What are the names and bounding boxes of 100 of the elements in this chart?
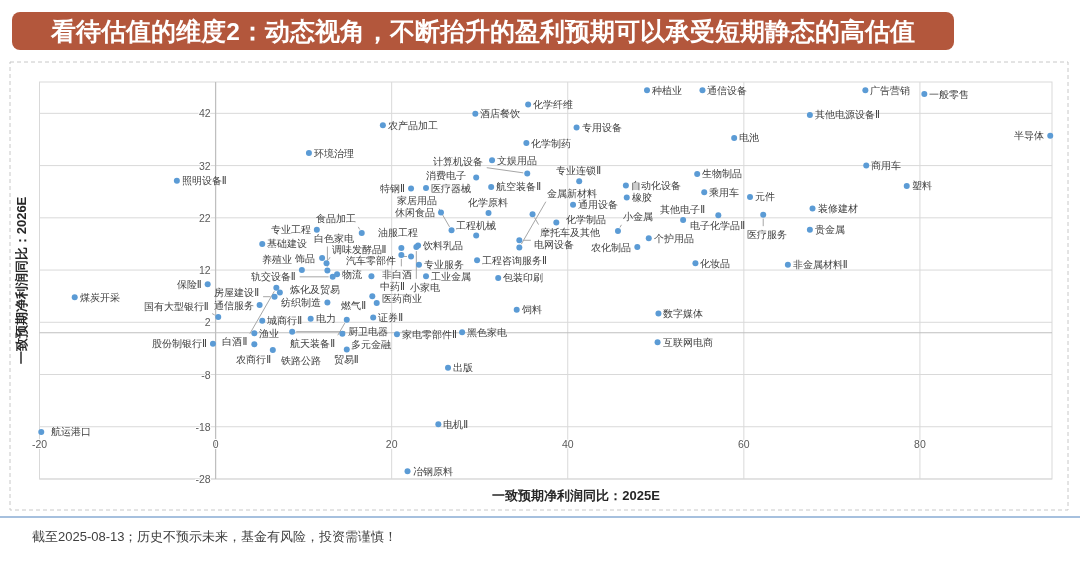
- point-label: 金属新材料: [547, 188, 598, 200]
- point-label: 商用车: [871, 160, 902, 172]
- point-label: 装修建材: [817, 202, 858, 214]
- point-label: 物流: [342, 268, 363, 280]
- point-label: 医疗服务: [746, 229, 787, 241]
- x-tick-label: 0: [212, 438, 219, 450]
- point-label: 一般零售: [929, 88, 970, 100]
- point-label: 消费电子: [425, 169, 466, 181]
- point-label: 通信服务: [213, 299, 254, 311]
- point-label: 饮料乳品: [423, 240, 464, 251]
- x-tick-label: 60: [738, 438, 750, 450]
- point-label: 股份制银行Ⅱ: [152, 338, 207, 350]
- point-label: 电力: [315, 313, 336, 325]
- point-label: 白酒Ⅱ: [222, 336, 248, 348]
- point-label: 出版: [453, 362, 473, 374]
- point-label: 白色家电: [314, 232, 355, 244]
- point-label: 城商行Ⅱ: [267, 315, 303, 327]
- point-label: 基础建设: [267, 238, 308, 250]
- title-text: 看待估值的维度2：动态视角，不断抬升的盈利预期可以承受短期静态的高估值: [51, 17, 915, 45]
- point-label: 航空装备Ⅱ: [496, 181, 542, 193]
- point-label: 生物制品: [702, 168, 743, 180]
- y-tick-label: -18: [195, 420, 211, 433]
- point-label: 化学原料: [468, 197, 508, 209]
- point-label: 通用设备: [578, 199, 619, 211]
- point-label: 工业金属: [431, 270, 471, 282]
- point-label: 电池: [739, 132, 760, 144]
- point-label: 饲料: [521, 304, 542, 316]
- y-tick-label: -8: [201, 368, 211, 381]
- point-label: 化学制药: [531, 137, 572, 149]
- y-tick-label: 32: [198, 159, 211, 172]
- point-label: 铁路公路: [281, 355, 322, 366]
- x-tick-label: -20: [31, 438, 48, 450]
- point-label: 油服工程: [378, 227, 419, 239]
- point-label: 化学制品: [565, 214, 606, 226]
- point-label: 照明设备Ⅱ: [181, 175, 227, 187]
- point-label: 休闲食品: [395, 207, 435, 219]
- y-tick-label: -28: [195, 473, 211, 485]
- point-label: 电子化学品Ⅱ: [690, 220, 746, 232]
- point-label: 乘用车: [709, 186, 740, 198]
- point-label: 饰品: [295, 252, 316, 264]
- point-label: 医疗器械: [431, 182, 471, 194]
- point-label: 煤炭开采: [79, 291, 120, 303]
- x-axis-title: 一致预期净利润同比：2025E: [492, 488, 660, 503]
- point-label: 厨卫电器: [348, 326, 389, 338]
- point-label: 渔业: [259, 327, 280, 339]
- point-label: 元件: [755, 191, 775, 203]
- point-label: 养殖业: [262, 254, 293, 266]
- point-label: 证券Ⅱ: [378, 312, 404, 324]
- point-label: 农产品加工: [387, 119, 438, 131]
- point-label: 燃气Ⅱ: [341, 300, 367, 312]
- point-label: 个护用品: [653, 232, 694, 244]
- point-label: 炼化及贸易: [289, 284, 340, 296]
- point-label: 医药商业: [381, 293, 422, 305]
- point-label: 食品加工: [315, 213, 356, 225]
- point-label: 包装印刷: [503, 272, 544, 284]
- point-label: 其他电源设备Ⅱ: [814, 109, 880, 121]
- point-label: 航天装备Ⅱ: [290, 337, 336, 349]
- point-label: 纺织制造: [281, 296, 322, 308]
- x-tick-label: 40: [561, 438, 574, 450]
- point-label: 贵金属: [814, 224, 845, 236]
- point-label: 国有大型银行Ⅱ: [143, 301, 209, 313]
- point-label: 文娱用品: [497, 154, 538, 166]
- point-label: 专用设备: [581, 121, 622, 133]
- point-label: 数字媒体: [663, 307, 704, 319]
- point-label: 其他电子Ⅱ: [660, 203, 706, 215]
- point-label: 通信设备: [707, 84, 748, 96]
- point-label: 环境治理: [313, 147, 354, 159]
- y-tick-label: 12: [198, 264, 211, 277]
- point-label: 工程机械: [455, 219, 496, 231]
- point-label: 互联网电商: [662, 336, 713, 348]
- point-label: 化妆品: [700, 257, 731, 269]
- point-label: 航运港口: [51, 426, 92, 438]
- point-label: 电机Ⅱ: [443, 418, 469, 430]
- point-label: 家居用品: [396, 195, 437, 207]
- x-tick-label: 80: [914, 438, 926, 450]
- point-label: 摩托车及其他: [540, 227, 601, 239]
- point-label: 房屋建设Ⅱ: [214, 287, 260, 299]
- point-label: 半导体: [1014, 130, 1045, 142]
- point-label: 多元金融: [351, 338, 392, 350]
- y-axis-title: 一致预期净利润同比：2026E: [14, 196, 29, 365]
- point-label: 保险Ⅱ: [176, 278, 202, 290]
- point-label: 专业服务: [423, 259, 464, 271]
- point-label: 农化制品: [591, 241, 632, 253]
- point-label: 非金属材料Ⅱ: [792, 259, 848, 271]
- point-label: 种植业: [652, 84, 682, 96]
- point-label: 冶钢原料: [412, 465, 453, 477]
- y-tick-label: 42: [198, 107, 211, 120]
- note: 截至2025-08-13；历史不预示未来，基金有风险，投资需谨慎！: [32, 529, 398, 544]
- point-label: 专业连锁Ⅱ: [556, 165, 602, 177]
- point-label: 工程咨询服务Ⅱ: [482, 254, 547, 266]
- point-label: 小金属: [622, 211, 653, 223]
- point-label: 非白酒: [382, 269, 412, 281]
- point-label: 汽车零部件: [345, 254, 396, 266]
- point-label: 小家电: [410, 281, 441, 293]
- point-label: 酒店餐饮: [480, 108, 521, 120]
- point-label: 贸易Ⅱ: [333, 354, 359, 366]
- point-label: 广告营销: [870, 84, 911, 96]
- point-label: 电网设备: [533, 238, 574, 250]
- point-label: 塑料: [911, 180, 932, 192]
- point-label: 黑色家电: [467, 326, 508, 338]
